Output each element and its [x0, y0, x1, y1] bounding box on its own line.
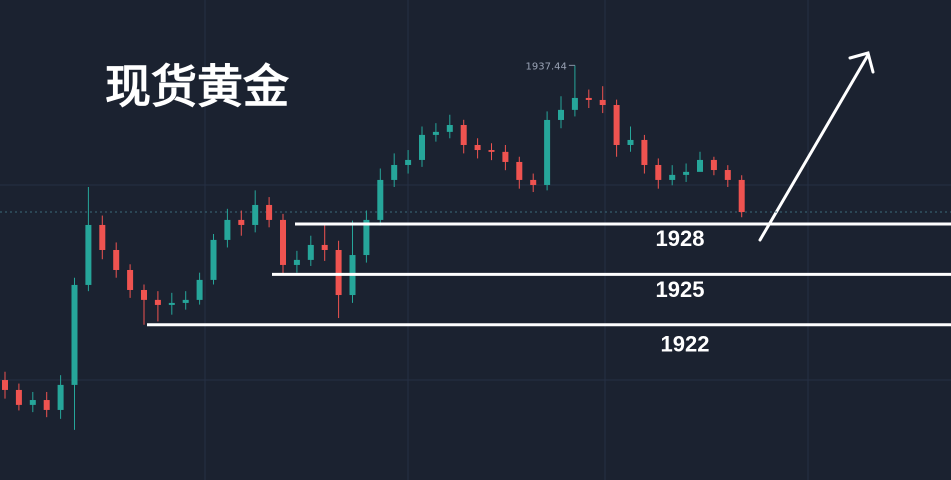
candle-body: [210, 239, 217, 280]
candle-body: [571, 97, 578, 110]
candle-body: [710, 159, 717, 171]
candle-body: [29, 400, 36, 405]
candle-body: [544, 119, 551, 185]
high-label: 1937.44: [526, 61, 567, 72]
candle-body: [446, 124, 453, 132]
candle-body: [669, 174, 676, 180]
candle-body: [460, 124, 467, 145]
candle-body: [738, 179, 745, 213]
candle-body: [196, 279, 203, 300]
candle-body: [405, 159, 412, 165]
candle-body: [474, 144, 481, 151]
candle-body: [154, 299, 161, 305]
candle-body: [141, 289, 147, 300]
candle-body: [641, 139, 648, 165]
candle-body: [2, 380, 8, 390]
level-label: 1928: [656, 226, 705, 251]
candle-body: [613, 105, 620, 145]
candle-body: [558, 109, 564, 120]
candle-body: [391, 164, 398, 180]
candle-body: [71, 284, 78, 385]
candle-body: [127, 269, 134, 290]
candle-body: [363, 219, 370, 256]
candle-body: [585, 97, 592, 100]
candle-body: [419, 134, 425, 160]
candle-body: [655, 164, 662, 180]
candle-body: [502, 151, 509, 162]
candle-body: [238, 219, 245, 225]
candle-body: [377, 179, 384, 220]
candle-body: [724, 170, 731, 180]
candle-body: [530, 179, 537, 185]
candle-body: [224, 219, 231, 240]
candle-body: [516, 161, 523, 180]
candle-body: [488, 150, 495, 152]
candle-body: [168, 302, 175, 305]
candle-body: [683, 171, 690, 175]
candle-body: [599, 99, 606, 106]
candle-body: [99, 224, 106, 250]
candle-body: [321, 244, 328, 250]
level-label: 1922: [661, 332, 710, 357]
candle-body: [266, 204, 273, 220]
candle-body: [15, 389, 22, 405]
candle-body: [307, 244, 314, 260]
candle-body: [293, 259, 300, 265]
candle-body: [697, 159, 703, 172]
candle-body: [627, 139, 634, 145]
level-label: 1925: [656, 277, 705, 302]
candle-body: [252, 204, 259, 225]
candle-body: [57, 384, 64, 410]
candle-body: [182, 299, 189, 303]
candle-body: [43, 400, 50, 410]
candle-body: [85, 224, 92, 285]
candle-body: [113, 249, 120, 270]
candle-body: [335, 249, 342, 296]
chart-title: 现货黄金: [105, 60, 290, 114]
candle-body: [280, 219, 286, 265]
candle-body: [432, 131, 439, 135]
arrow: [758, 51, 875, 242]
